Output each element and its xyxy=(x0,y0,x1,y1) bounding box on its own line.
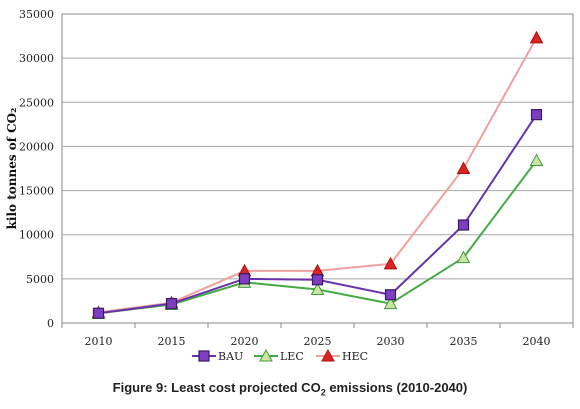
x-tick-label-2025: 2025 xyxy=(304,335,332,348)
y-tick-label-5000: 5000 xyxy=(26,273,54,286)
caption-suffix: emissions (2010-2040) xyxy=(325,380,468,395)
y-tick-label-30000: 30000 xyxy=(19,52,54,65)
plot-border xyxy=(61,13,574,324)
legend-label-bau: BAU xyxy=(218,350,243,363)
x-tick-label-2010: 2010 xyxy=(85,335,113,348)
y-tick-label-15000: 15000 xyxy=(19,185,54,198)
point-lec-2040 xyxy=(529,153,544,167)
point-bau-2015 xyxy=(165,297,178,310)
y-tick-label-20000: 20000 xyxy=(19,140,54,153)
point-lec-2035 xyxy=(456,250,471,264)
legend-marker-hec xyxy=(321,348,335,362)
point-hec-2030 xyxy=(383,256,398,270)
caption-prefix: Figure 9: Least cost projected CO xyxy=(112,380,321,395)
legend-label-lec: LEC xyxy=(280,350,304,363)
point-bau-2020 xyxy=(238,273,251,285)
chart-area: 0 5000 10000 15000 20000 25000 30000 35000 2010 2… xyxy=(5,8,574,363)
figure-caption: Figure 9: Least cost projected CO2 emiss… xyxy=(0,380,580,398)
point-lec-2025 xyxy=(310,282,325,295)
point-lec-2030 xyxy=(383,296,398,310)
point-hec-2035 xyxy=(456,161,471,174)
x-tick-label-2035: 2035 xyxy=(450,335,478,348)
point-bau-2040 xyxy=(530,109,543,121)
point-bau-2035 xyxy=(457,219,470,231)
legend-label-hec: HEC xyxy=(342,350,368,363)
y-axis-label: kilo tonnes of CO₂ xyxy=(5,108,19,230)
x-tick-label-2015: 2015 xyxy=(158,335,186,348)
x-tick-label-2040: 2040 xyxy=(523,335,551,348)
point-bau-2025 xyxy=(311,274,324,286)
y-tick-label-25000: 25000 xyxy=(19,96,54,109)
caption-subscript: 2 xyxy=(320,387,326,398)
legend-marker-bau xyxy=(198,350,210,362)
point-bau-2030 xyxy=(384,289,397,301)
x-tick-label-2020: 2020 xyxy=(231,335,259,348)
legend-marker-lec xyxy=(259,348,273,362)
line-chart: 0 5000 10000 15000 20000 25000 30000 35000 2010 2… xyxy=(5,8,574,363)
y-tick-label-0: 0 xyxy=(47,317,54,330)
y-tick-label-10000: 10000 xyxy=(19,229,54,242)
point-bau-2010 xyxy=(92,307,105,319)
x-tick-label-2030: 2030 xyxy=(377,335,405,348)
point-hec-2040 xyxy=(529,30,544,44)
y-tick-label-35000: 35000 xyxy=(19,8,54,21)
